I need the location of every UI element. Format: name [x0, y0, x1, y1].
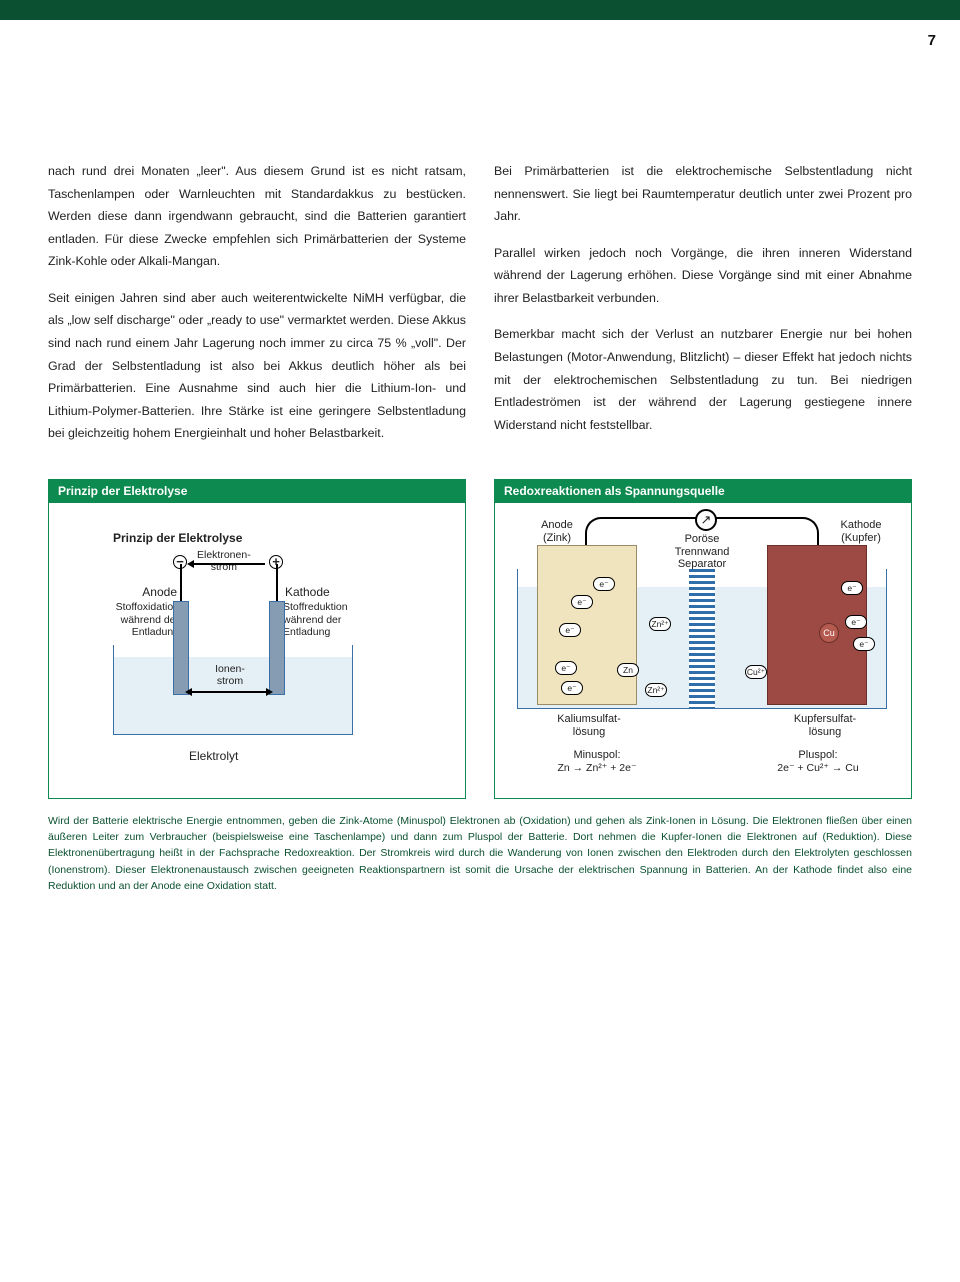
right-p2: Parallel wirken jedoch noch Vorgänge, di…	[494, 242, 912, 310]
electron-tag: e⁻	[555, 661, 577, 675]
zn2-tag: Zn²⁺	[645, 683, 667, 697]
electron-arrow-icon	[193, 563, 265, 565]
kathode-electrode-icon	[269, 601, 285, 695]
redox-anode-label: Anode (Zink)	[527, 519, 587, 544]
left-p2: Seit einigen Jahren sind aber auch weite…	[48, 287, 466, 445]
beaker-icon	[113, 645, 353, 735]
caption-text: Wird der Batterie elektrische Energie en…	[48, 813, 912, 894]
electron-tag: e⁻	[559, 623, 581, 637]
kathode-sublabel: Stoffreduktion während der Entladung	[283, 601, 383, 639]
cu2-tag: Cu²⁺	[745, 665, 767, 679]
top-band	[0, 0, 960, 20]
electrolysis-header: Prinzip der Elektrolyse	[48, 479, 466, 503]
redox-body: ↗ Anode (Zink) Kathode (Kupfer) Poröse T…	[494, 503, 912, 799]
electrolysis-box: Prinzip der Elektrolyse Prinzip der Elek…	[48, 479, 466, 799]
ion-flow-label: Ionen- strom	[203, 663, 257, 687]
pluspol-title: Pluspol:	[753, 749, 883, 762]
electron-tag: e⁻	[845, 615, 867, 629]
anode-label: Anode	[117, 585, 177, 599]
zn-tag: Zn	[617, 663, 639, 677]
left-p1: nach rund drei Monaten „leer". Aus diese…	[48, 160, 466, 273]
diagram-row: Prinzip der Elektrolyse Prinzip der Elek…	[48, 479, 912, 799]
electrolysis-title: Prinzip der Elektrolyse	[113, 531, 242, 545]
zn2-tag: Zn²⁺	[649, 617, 671, 631]
kupfersulfat-label: Kupfersulfat- lösung	[785, 713, 865, 738]
wire-right	[276, 564, 278, 602]
electrolysis-body: Prinzip der Elektrolyse Elektronen- stro…	[48, 503, 466, 799]
anode-sublabel: Stoffoxidation während der Entladung	[89, 601, 179, 639]
redox-box: Redoxreaktionen als Spannungsquelle ↗ An…	[494, 479, 912, 799]
electron-tag: e⁻	[841, 581, 863, 595]
zinc-electrode-icon	[537, 545, 637, 705]
ion-arrow-icon	[191, 691, 267, 693]
right-p3: Bemerkbar macht sich der Verlust an nutz…	[494, 323, 912, 436]
electrolyte-label: Elektrolyt	[189, 749, 238, 763]
minuspol-block: Minuspol: Zn → Zn²⁺ + 2e⁻	[537, 749, 657, 774]
minuspol-equation: Zn → Zn²⁺ + 2e⁻	[537, 762, 657, 774]
minuspol-title: Minuspol:	[537, 749, 657, 762]
right-column: Bei Primärbatterien ist die elektrochemi…	[494, 160, 912, 459]
electron-tag: e⁻	[853, 637, 875, 651]
text-columns: nach rund drei Monaten „leer". Aus diese…	[48, 160, 912, 459]
anode-electrode-icon	[173, 601, 189, 695]
left-column: nach rund drei Monaten „leer". Aus diese…	[48, 160, 466, 459]
kaliumsulfat-label: Kaliumsulfat- lösung	[549, 713, 629, 738]
kathode-label: Kathode	[285, 585, 330, 599]
pluspol-block: Pluspol: 2e⁻ + Cu²⁺ → Cu	[753, 749, 883, 774]
electron-tag: e⁻	[571, 595, 593, 609]
current-arrow-icon: ↗	[695, 509, 717, 531]
redox-header: Redoxreaktionen als Spannungsquelle	[494, 479, 912, 503]
page: 7 nach rund drei Monaten „leer". Aus die…	[0, 20, 960, 934]
wire-left	[180, 564, 182, 602]
right-p1: Bei Primärbatterien ist die elektrochemi…	[494, 160, 912, 228]
electron-tag: e⁻	[593, 577, 615, 591]
separator-icon	[689, 569, 715, 709]
electron-flow-label: Elektronen- strom	[197, 549, 251, 573]
page-number: 7	[928, 32, 936, 49]
separator-label: Poröse Trennwand Separator	[655, 533, 749, 571]
redox-kathode-label: Kathode (Kupfer)	[831, 519, 891, 544]
electron-tag: e⁻	[561, 681, 583, 695]
cu-sphere-icon: Cu	[819, 623, 839, 643]
pluspol-equation: 2e⁻ + Cu²⁺ → Cu	[753, 762, 883, 774]
